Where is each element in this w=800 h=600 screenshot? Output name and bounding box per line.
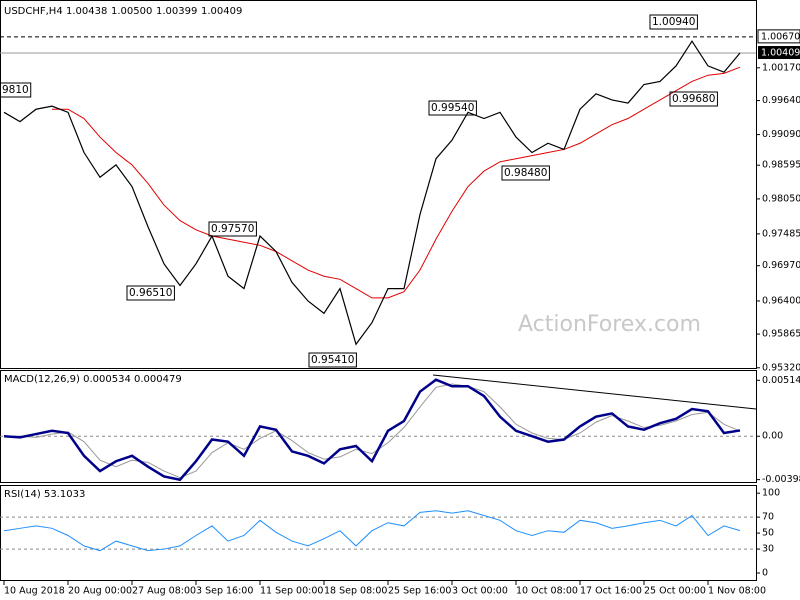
annotation: 0.97570 bbox=[211, 223, 254, 235]
x-tick-label: 25 Oct 00:00 bbox=[644, 586, 706, 597]
current-price-label: 1.00409 bbox=[761, 48, 800, 59]
annotation: 0.99540 bbox=[431, 102, 474, 114]
y-tick-label: 0.96970 bbox=[762, 260, 800, 271]
rsi-label: RSI(14) 53.1033 bbox=[4, 489, 85, 500]
y-tick-label: 0.99640 bbox=[762, 95, 800, 106]
annotation: 1.00940 bbox=[652, 16, 695, 28]
x-tick-label: 3 Sep 16:00 bbox=[196, 586, 253, 597]
symbol: USDCHF,H4 bbox=[4, 6, 63, 17]
y-tick-label: 1.00170 bbox=[762, 62, 800, 73]
rsi-panel bbox=[0, 485, 757, 581]
annotation-box bbox=[501, 165, 550, 181]
y-tick-label: 30 bbox=[762, 544, 774, 555]
x-tick-label: 10 Oct 08:00 bbox=[516, 586, 578, 597]
annotation-box bbox=[669, 91, 718, 107]
y-tick-label: 0.95865 bbox=[762, 329, 800, 340]
price-line bbox=[3, 40, 741, 346]
x-tick-label: 18 Sep 08:00 bbox=[324, 586, 387, 597]
y-tick-label: 100 bbox=[762, 488, 780, 499]
annotation-box bbox=[208, 221, 257, 237]
y-tick-label: 0.96400 bbox=[762, 295, 800, 306]
main-panel bbox=[0, 0, 757, 369]
macd-label: MACD(12,26,9) 0.000534 0.000479 bbox=[4, 374, 182, 385]
ohlc-value: 1.00409 bbox=[201, 6, 242, 17]
x-tick-label: 27 Aug 08:00 bbox=[132, 586, 196, 597]
annotation-box bbox=[126, 285, 175, 301]
x-tick-label: 1 Nov 08:00 bbox=[708, 586, 766, 597]
y-tick-label: 0.98595 bbox=[762, 160, 800, 171]
x-tick-label: 10 Aug 2018 bbox=[4, 586, 65, 597]
y-tick-label: 0.99090 bbox=[762, 129, 800, 140]
annotation-box bbox=[428, 100, 477, 116]
annotation: 0.99680 bbox=[672, 93, 715, 105]
y-tick-label: 0.97485 bbox=[762, 228, 800, 239]
rsi-line bbox=[3, 510, 741, 552]
annotation-box bbox=[0, 82, 32, 98]
macd-trendline bbox=[432, 374, 757, 410]
annotation: 0.98480 bbox=[504, 167, 547, 179]
moving-average bbox=[52, 66, 741, 299]
y-tick-label: 0.00 bbox=[762, 431, 783, 442]
annotation: 9810 bbox=[2, 84, 29, 96]
price-box bbox=[758, 46, 800, 60]
price-box bbox=[757, 29, 800, 44]
y-tick-label: 0.98050 bbox=[762, 193, 800, 204]
x-tick-label: 11 Sep 00:00 bbox=[260, 586, 323, 597]
annotation: 0.95410 bbox=[311, 354, 354, 366]
macd-panel bbox=[0, 370, 757, 483]
y-tick-label: -0.003989 bbox=[762, 474, 800, 485]
ohlc-value: 1.00399 bbox=[156, 6, 197, 17]
annotation-box bbox=[308, 352, 357, 368]
y-tick-label: 0.005145 bbox=[762, 375, 800, 386]
y-tick-label: 0.95320 bbox=[762, 362, 800, 373]
x-tick-label: 25 Sep 16:00 bbox=[388, 586, 451, 597]
annotation-box bbox=[649, 14, 698, 30]
x-tick-label: 20 Aug 00:00 bbox=[68, 586, 132, 597]
x-tick-label: 17 Oct 16:00 bbox=[580, 586, 642, 597]
watermark: ActionForex.com bbox=[518, 312, 701, 337]
y-tick-label: 50 bbox=[762, 528, 774, 539]
y-tick-label: 70 bbox=[762, 512, 774, 523]
annotation: 0.96510 bbox=[129, 287, 172, 299]
ohlc-value: 1.00500 bbox=[111, 6, 152, 17]
macd-line bbox=[3, 378, 741, 482]
y-tick-label: 0 bbox=[762, 568, 768, 579]
x-tick-label: 3 Oct 00:00 bbox=[452, 586, 508, 597]
ohlc-value: 1.00438 bbox=[66, 6, 107, 17]
resistance-label: 1.00670 bbox=[761, 31, 800, 42]
